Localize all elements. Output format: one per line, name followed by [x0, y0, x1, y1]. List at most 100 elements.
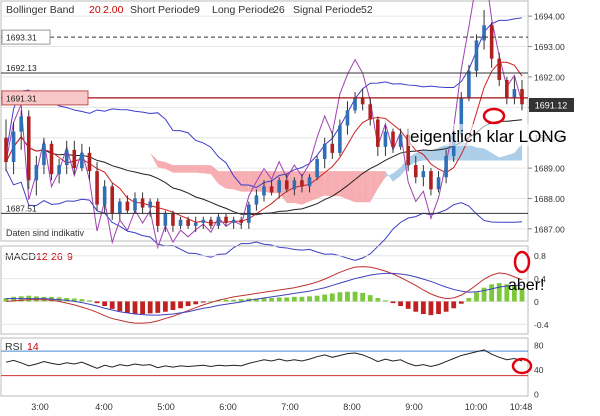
cloud-segment — [339, 171, 348, 200]
candle-body — [429, 171, 433, 190]
macd-histogram-bar — [496, 283, 502, 302]
macd-panel-frame — [0, 245, 529, 335]
chart-header: Bollinger Band 20 2.00 Short Periode 9 L… — [6, 4, 373, 16]
candle-body — [64, 149, 69, 166]
candle-body — [4, 137, 8, 163]
long-annotation-circle — [482, 107, 506, 125]
candle-body — [49, 143, 54, 175]
rsi-tick-label: 0 — [534, 390, 539, 400]
macd-tick-label: 0 — [534, 297, 539, 307]
candle-body — [307, 177, 312, 187]
macd-histogram-bar — [170, 301, 176, 310]
cloud-segment — [203, 165, 211, 175]
price-tick-label: 1689.00 — [534, 164, 565, 174]
cloud-segment — [66, 145, 75, 147]
macd-histogram-bar — [216, 300, 221, 302]
candle-body — [26, 116, 31, 181]
time-tick-label: 10:00 — [465, 402, 488, 412]
macd-histogram-bar — [117, 301, 123, 312]
macd-histogram-bar — [125, 301, 130, 313]
time-tick-label: 3:00 — [31, 402, 49, 412]
macd-histogram-bar — [352, 291, 358, 302]
rsi-label: RSI — [5, 341, 23, 353]
long-annotation-text: eigentlich klar LONG — [410, 127, 567, 146]
level-label: 1693.31 — [6, 33, 37, 43]
candle-body — [262, 186, 266, 196]
macd-histogram-bar — [443, 301, 449, 312]
cloud-segment — [423, 150, 431, 161]
macd-histogram-bar — [413, 301, 419, 312]
level-label: 1687.51 — [6, 203, 37, 213]
cloud-segment — [188, 165, 196, 173]
candle-body — [330, 143, 335, 153]
time-tick-label: 9:00 — [405, 402, 423, 412]
macd-histogram-bar — [87, 300, 92, 302]
candle-body — [436, 177, 441, 190]
candle-body — [118, 201, 122, 214]
ichimoku-cloud — [66, 140, 522, 205]
candle-body — [125, 201, 130, 211]
candle-body — [406, 134, 410, 166]
candle-body — [269, 186, 274, 193]
cloud-segment — [218, 171, 227, 189]
cloud-segment — [393, 167, 401, 182]
macd-tick-label: 0.8 — [534, 251, 546, 261]
macd-histogram-bar — [322, 294, 328, 302]
candle-body — [398, 134, 403, 147]
candle-body — [95, 171, 99, 205]
candle-body — [444, 155, 448, 178]
macd-tick-label: 0.4 — [534, 274, 546, 284]
candle-body — [421, 171, 426, 178]
level-label-box — [1, 29, 51, 45]
macd-histogram-bar — [314, 295, 320, 302]
macd-histogram-bar — [64, 298, 70, 302]
macd-histogram-bar — [41, 296, 47, 302]
macd-panel: MACD 12 26 9 -0.4 0 0.4 0.8 aber! — [0, 245, 549, 335]
candle-body — [497, 58, 502, 80]
macd-histogram-bar — [291, 296, 297, 302]
macd-histogram-bar — [383, 300, 388, 302]
macd-histogram-bar — [474, 292, 479, 302]
cloud-segment — [286, 171, 295, 204]
cloud-segment — [226, 171, 234, 190]
macd-histogram-bar — [3, 298, 9, 302]
price-tick-label: 1692.00 — [534, 72, 565, 82]
cloud-segment — [233, 171, 242, 192]
price-tick-label: 1688.00 — [534, 194, 565, 204]
rsi-panel-frame — [0, 337, 529, 397]
candle-body — [19, 116, 23, 132]
macd-histogram-bar — [307, 296, 312, 302]
candle-body — [368, 104, 373, 120]
candle-body — [80, 152, 84, 169]
cloud-segment — [172, 165, 181, 173]
candle-body — [353, 98, 357, 111]
candle-body — [284, 180, 289, 190]
macd-histogram-bar — [254, 298, 259, 302]
macd-param-2: 26 — [51, 251, 63, 263]
last-price-label: 1691.12 — [535, 101, 568, 111]
macd-histogram-bar — [481, 287, 487, 302]
macd-histogram-bar — [223, 299, 229, 302]
data-note: Daten sind indikativ — [6, 228, 85, 238]
cloud-segment — [195, 165, 204, 174]
time-tick-label: 8:00 — [343, 402, 361, 412]
macd-histogram-bar — [94, 301, 100, 304]
candle-body — [482, 25, 486, 41]
candle-body — [376, 119, 380, 147]
cloud-segment — [514, 143, 522, 161]
candle-body — [133, 198, 137, 211]
macd-histogram-bar — [109, 301, 115, 309]
macd-histogram-bar — [231, 299, 237, 302]
cloud-segment — [484, 148, 492, 161]
candle-body — [459, 98, 464, 135]
macd-histogram-bar — [238, 299, 244, 302]
macd-histogram-bar — [162, 301, 168, 312]
candle-body — [11, 131, 16, 163]
macd-histogram-bar — [466, 298, 472, 302]
macd-histogram-bar — [178, 301, 183, 309]
candle-body — [224, 216, 228, 223]
macd-histogram-bar — [519, 288, 525, 302]
candle-body — [72, 149, 77, 169]
candle-body — [178, 219, 183, 226]
